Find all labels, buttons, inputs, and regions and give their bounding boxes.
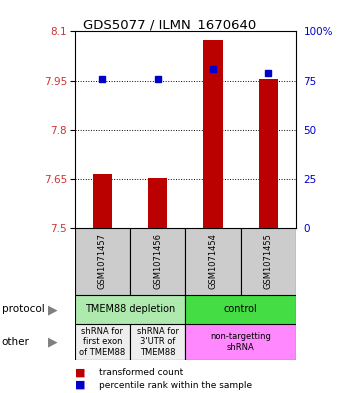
- Bar: [75, 295, 185, 324]
- Bar: [130, 228, 185, 295]
- Text: GDS5077 / ILMN_1670640: GDS5077 / ILMN_1670640: [83, 18, 257, 31]
- Bar: [185, 324, 296, 360]
- Bar: [241, 228, 296, 295]
- Bar: [258, 79, 278, 228]
- Text: percentile rank within the sample: percentile rank within the sample: [99, 381, 252, 389]
- Text: non-targetting
shRNA: non-targetting shRNA: [210, 332, 271, 352]
- Bar: [185, 228, 241, 295]
- Bar: [75, 228, 130, 295]
- Text: GSM1071455: GSM1071455: [264, 233, 273, 289]
- Bar: [148, 178, 167, 228]
- Text: shRNA for
first exon
of TMEM88: shRNA for first exon of TMEM88: [79, 327, 125, 357]
- Text: GSM1071456: GSM1071456: [153, 233, 162, 289]
- Text: protocol: protocol: [2, 305, 45, 314]
- Text: shRNA for
3'UTR of
TMEM88: shRNA for 3'UTR of TMEM88: [137, 327, 179, 357]
- Bar: [75, 324, 130, 360]
- Bar: [185, 295, 296, 324]
- Text: TMEM88 depletion: TMEM88 depletion: [85, 305, 175, 314]
- Text: ▶: ▶: [48, 303, 57, 316]
- Text: control: control: [224, 305, 257, 314]
- Bar: [203, 40, 223, 228]
- Text: ▶: ▶: [48, 335, 57, 349]
- Text: ■: ■: [75, 367, 85, 378]
- Text: GSM1071457: GSM1071457: [98, 233, 107, 289]
- Text: ■: ■: [75, 380, 85, 390]
- Text: transformed count: transformed count: [99, 368, 183, 377]
- Text: GSM1071454: GSM1071454: [208, 233, 217, 289]
- Text: other: other: [2, 337, 30, 347]
- Bar: [130, 324, 185, 360]
- Bar: [93, 174, 112, 228]
